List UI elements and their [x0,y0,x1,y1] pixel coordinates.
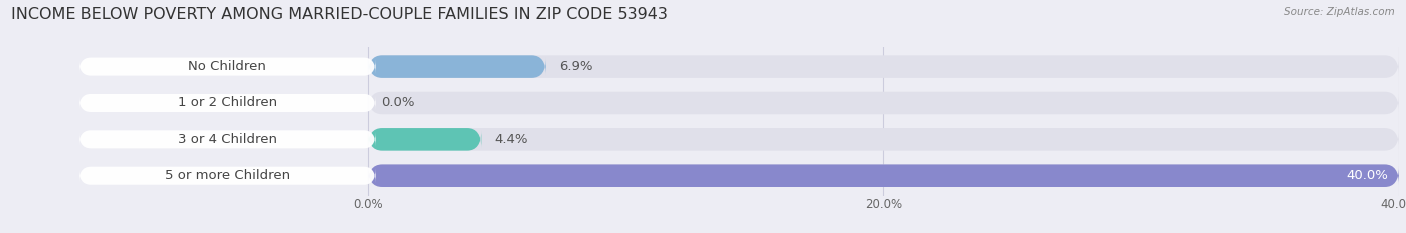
Text: 1 or 2 Children: 1 or 2 Children [177,96,277,110]
FancyBboxPatch shape [368,55,1399,78]
Text: 40.0%: 40.0% [1347,169,1389,182]
FancyBboxPatch shape [368,164,1399,187]
FancyBboxPatch shape [368,164,1399,187]
FancyBboxPatch shape [368,92,1399,114]
Text: 0.0%: 0.0% [381,96,415,110]
FancyBboxPatch shape [79,167,375,185]
Text: No Children: No Children [188,60,266,73]
FancyBboxPatch shape [79,130,375,148]
FancyBboxPatch shape [368,128,1399,151]
Text: Source: ZipAtlas.com: Source: ZipAtlas.com [1284,7,1395,17]
Text: 5 or more Children: 5 or more Children [165,169,290,182]
FancyBboxPatch shape [79,94,375,112]
Text: INCOME BELOW POVERTY AMONG MARRIED-COUPLE FAMILIES IN ZIP CODE 53943: INCOME BELOW POVERTY AMONG MARRIED-COUPL… [11,7,668,22]
FancyBboxPatch shape [368,55,546,78]
Text: 6.9%: 6.9% [558,60,592,73]
Text: 4.4%: 4.4% [495,133,527,146]
FancyBboxPatch shape [368,128,481,151]
FancyBboxPatch shape [79,58,375,76]
Text: 3 or 4 Children: 3 or 4 Children [179,133,277,146]
